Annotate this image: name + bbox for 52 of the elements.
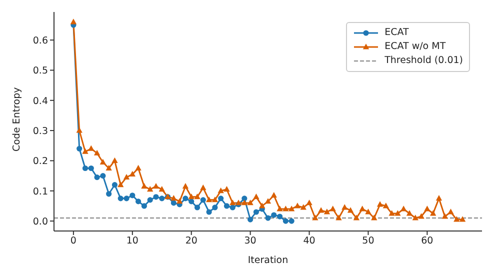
point bbox=[76, 146, 82, 152]
point bbox=[253, 209, 260, 215]
x-tick-label: 10 bbox=[126, 236, 138, 247]
point bbox=[242, 196, 248, 202]
point bbox=[118, 196, 124, 202]
x-tick-label: 60 bbox=[421, 236, 434, 247]
point bbox=[106, 191, 112, 197]
x-tick-label: 0 bbox=[70, 236, 76, 247]
y-tick-label: 0.5 bbox=[32, 66, 48, 77]
point bbox=[276, 214, 283, 220]
point bbox=[170, 200, 176, 206]
y-tick-label: 0.6 bbox=[32, 35, 48, 46]
point bbox=[200, 197, 206, 203]
y-tick-label: 0.0 bbox=[32, 216, 48, 228]
point bbox=[82, 165, 88, 172]
x-axis-title: Iteration bbox=[248, 255, 288, 266]
point bbox=[230, 204, 236, 210]
legend-label: Threshold (0.01) bbox=[384, 54, 463, 68]
point bbox=[265, 215, 271, 221]
point bbox=[248, 216, 254, 222]
point bbox=[100, 173, 106, 179]
point bbox=[112, 182, 118, 188]
point bbox=[88, 165, 94, 172]
x-tick-label: 20 bbox=[185, 236, 198, 247]
y-tick-label: 0.1 bbox=[32, 186, 48, 198]
point bbox=[159, 196, 165, 202]
point bbox=[147, 197, 153, 203]
legend-label: ECAT w/o MT bbox=[384, 40, 446, 54]
y-tick-label: 0.3 bbox=[32, 126, 48, 137]
point bbox=[182, 196, 188, 202]
point bbox=[194, 204, 200, 210]
point bbox=[224, 203, 230, 209]
point bbox=[136, 198, 142, 204]
point bbox=[218, 196, 224, 202]
point bbox=[94, 174, 100, 180]
point bbox=[188, 198, 194, 204]
point bbox=[141, 203, 147, 209]
point bbox=[153, 194, 159, 200]
point bbox=[130, 192, 136, 198]
point bbox=[206, 209, 212, 215]
point bbox=[212, 204, 218, 210]
point bbox=[288, 218, 294, 224]
point bbox=[271, 212, 277, 218]
y-tick-label: 0.2 bbox=[32, 156, 48, 168]
x-tick-label: 30 bbox=[244, 236, 256, 247]
legend-label: ECAT bbox=[384, 26, 409, 40]
x-tick-label: 50 bbox=[362, 236, 374, 247]
y-tick-label: 0.4 bbox=[32, 96, 48, 107]
y-axis-title: Code Entropy bbox=[11, 86, 22, 152]
point bbox=[124, 196, 130, 202]
x-tick-label: 40 bbox=[303, 236, 316, 247]
point bbox=[282, 218, 288, 224]
